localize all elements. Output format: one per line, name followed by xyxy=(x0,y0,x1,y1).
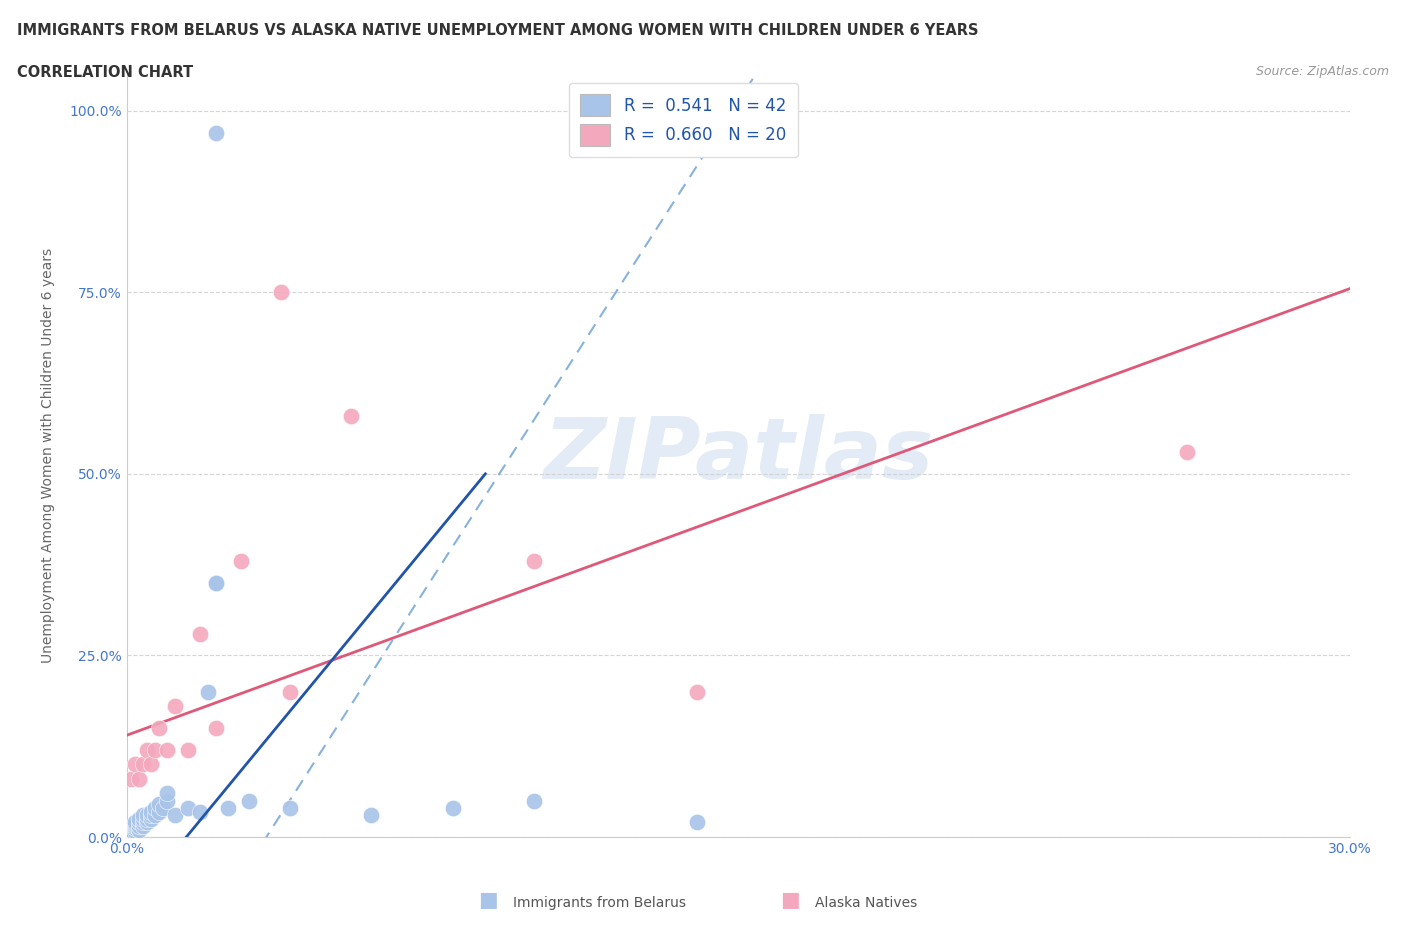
Point xyxy=(128,818,150,833)
Point xyxy=(120,824,142,839)
Point xyxy=(156,786,179,801)
Point xyxy=(152,801,174,816)
Legend: R =  0.541   N = 42, R =  0.660   N = 20: R = 0.541 N = 42, R = 0.660 N = 20 xyxy=(568,83,797,157)
Point xyxy=(177,742,200,757)
Point xyxy=(139,808,162,823)
Point xyxy=(177,801,200,816)
Point xyxy=(205,576,228,591)
Point xyxy=(188,804,211,819)
Point xyxy=(205,125,228,140)
Point xyxy=(143,742,166,757)
Point xyxy=(360,808,382,823)
Point xyxy=(165,698,187,713)
Point xyxy=(205,721,228,736)
Point xyxy=(143,808,166,823)
Point xyxy=(686,815,709,830)
Point xyxy=(120,822,142,837)
Point xyxy=(132,815,155,830)
Point xyxy=(135,815,157,830)
Point xyxy=(270,285,292,299)
Point xyxy=(340,408,363,423)
Point xyxy=(135,742,157,757)
Point xyxy=(156,742,179,757)
Text: ■: ■ xyxy=(780,889,800,910)
Point xyxy=(148,804,170,819)
Point xyxy=(139,811,162,826)
Point xyxy=(128,815,150,830)
Text: CORRELATION CHART: CORRELATION CHART xyxy=(17,65,193,80)
Point xyxy=(128,811,150,826)
Point xyxy=(238,793,260,808)
Point xyxy=(132,811,155,826)
Text: Source: ZipAtlas.com: Source: ZipAtlas.com xyxy=(1256,65,1389,78)
Point xyxy=(165,808,187,823)
Point xyxy=(686,684,709,699)
Point xyxy=(132,818,155,833)
Point xyxy=(124,815,146,830)
Point xyxy=(135,811,157,826)
Text: Immigrants from Belarus: Immigrants from Belarus xyxy=(513,896,686,910)
Point xyxy=(132,757,155,772)
Point xyxy=(148,721,170,736)
Point xyxy=(139,757,162,772)
Point xyxy=(523,793,546,808)
Point xyxy=(124,821,146,836)
Point xyxy=(148,797,170,812)
Point xyxy=(120,772,142,787)
Point xyxy=(143,801,166,816)
Point xyxy=(278,801,301,816)
Point xyxy=(120,826,142,841)
Point xyxy=(124,757,146,772)
Text: ■: ■ xyxy=(478,889,498,910)
Point xyxy=(124,817,146,831)
Point xyxy=(217,801,239,816)
Text: ZIPatlas: ZIPatlas xyxy=(543,414,934,498)
Point xyxy=(197,684,219,699)
Point xyxy=(441,801,464,816)
Point xyxy=(128,822,150,837)
Point xyxy=(128,772,150,787)
Point xyxy=(278,684,301,699)
Point xyxy=(523,553,546,568)
Point xyxy=(1175,445,1198,459)
Text: Alaska Natives: Alaska Natives xyxy=(815,896,918,910)
Point xyxy=(205,576,228,591)
Y-axis label: Unemployment Among Women with Children Under 6 years: Unemployment Among Women with Children U… xyxy=(41,248,55,663)
Point xyxy=(124,824,146,839)
Point xyxy=(139,804,162,819)
Point xyxy=(124,818,146,833)
Point xyxy=(135,808,157,823)
Point xyxy=(132,808,155,823)
Point xyxy=(156,793,179,808)
Point xyxy=(229,553,252,568)
Text: IMMIGRANTS FROM BELARUS VS ALASKA NATIVE UNEMPLOYMENT AMONG WOMEN WITH CHILDREN : IMMIGRANTS FROM BELARUS VS ALASKA NATIVE… xyxy=(17,23,979,38)
Point xyxy=(188,626,211,641)
